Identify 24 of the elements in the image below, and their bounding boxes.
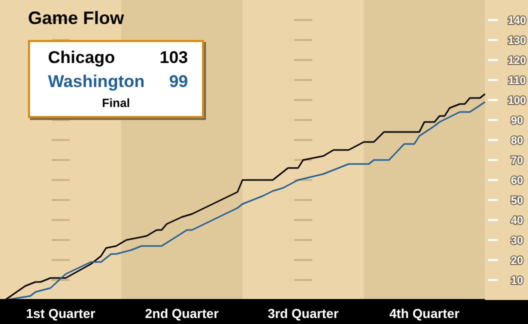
y-tick-label: 80 (510, 135, 524, 147)
y-tick-label: 120 (508, 55, 526, 67)
y-tick-label: 90 (510, 115, 524, 127)
y-tick-label: 110 (508, 75, 526, 87)
y-tick-label: 50 (510, 195, 524, 207)
y-tick-label: 70 (510, 155, 524, 167)
x-tick-label: 1st Quarter (26, 306, 96, 321)
y-tick-label: 10 (510, 275, 524, 287)
y-tick-label: 130 (508, 35, 526, 47)
y-tick-label: 60 (510, 175, 524, 187)
y-tick-label: 30 (510, 235, 524, 247)
text: Chicago (48, 47, 116, 69)
x-tick-label: 3rd Quarter (268, 306, 339, 321)
y-tick-label: 20 (510, 255, 524, 267)
y-tick-label: 100 (508, 95, 526, 107)
x-tick-label: 4th Quarter (389, 306, 460, 321)
annotation: 103 (160, 47, 188, 69)
x-tick-label: 2nd Quarter (145, 306, 219, 321)
annotation: Final (100, 95, 131, 112)
chart-title: Game Flow (28, 8, 124, 29)
text: Washington (48, 71, 145, 93)
y-tick-label: 40 (510, 215, 524, 227)
y-tick-label: 140 (508, 15, 526, 27)
annotation: 99 (169, 71, 188, 93)
